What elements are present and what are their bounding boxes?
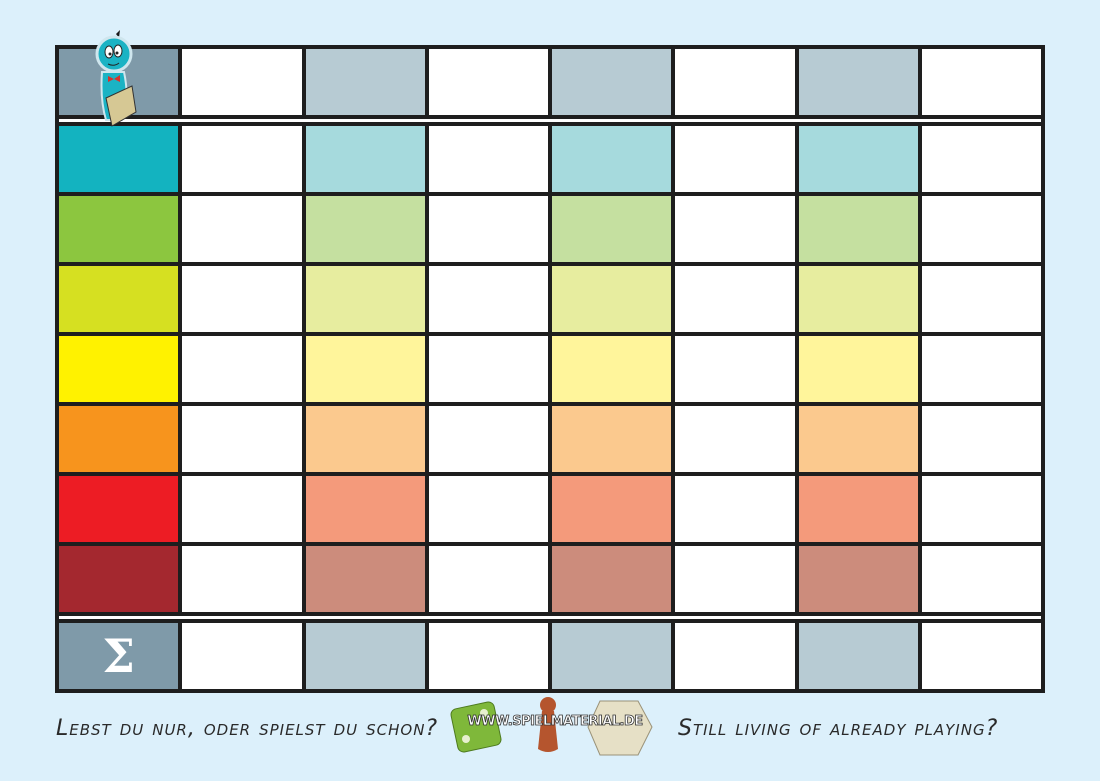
score-cell-teal[interactable] bbox=[305, 126, 425, 192]
total-cell[interactable] bbox=[921, 623, 1041, 689]
score-cell-lime[interactable] bbox=[182, 266, 302, 332]
score-grid: Σ bbox=[55, 45, 1045, 693]
score-cell-lime[interactable] bbox=[428, 266, 548, 332]
total-cell[interactable] bbox=[552, 623, 672, 689]
color-label-red bbox=[59, 476, 179, 542]
color-label-dark-red bbox=[59, 546, 179, 612]
score-cell-dark-red[interactable] bbox=[798, 546, 918, 612]
score-cell-dark-red[interactable] bbox=[921, 546, 1041, 612]
score-cell-red[interactable] bbox=[675, 476, 795, 542]
score-cell-yellow[interactable] bbox=[921, 336, 1041, 402]
score-cell-red[interactable] bbox=[428, 476, 548, 542]
player-name-cell[interactable] bbox=[552, 49, 672, 115]
footer-slogan-german: Lebst du nur, oder spielst du schon? bbox=[56, 716, 439, 741]
score-cell-yellow[interactable] bbox=[428, 336, 548, 402]
score-cell-red[interactable] bbox=[552, 476, 672, 542]
score-cell-yellow[interactable] bbox=[552, 336, 672, 402]
player-name-cell[interactable] bbox=[675, 49, 795, 115]
player-name-cell[interactable] bbox=[428, 49, 548, 115]
score-cell-orange[interactable] bbox=[428, 406, 548, 472]
score-cell-lime[interactable] bbox=[921, 266, 1041, 332]
mascot-icon bbox=[95, 30, 137, 127]
divider-line bbox=[59, 119, 1041, 122]
score-cell-green[interactable] bbox=[305, 196, 425, 262]
total-cell[interactable] bbox=[182, 623, 302, 689]
score-cell-orange[interactable] bbox=[798, 406, 918, 472]
total-cell[interactable] bbox=[675, 623, 795, 689]
divider-line bbox=[59, 616, 1041, 619]
score-cell-dark-red[interactable] bbox=[182, 546, 302, 612]
score-cell-teal[interactable] bbox=[428, 126, 548, 192]
score-cell-teal[interactable] bbox=[798, 126, 918, 192]
score-cell-green[interactable] bbox=[921, 196, 1041, 262]
score-cell-green[interactable] bbox=[182, 196, 302, 262]
score-cell-lime[interactable] bbox=[552, 266, 672, 332]
score-cell-red[interactable] bbox=[182, 476, 302, 542]
score-cell-orange[interactable] bbox=[182, 406, 302, 472]
score-cell-yellow[interactable] bbox=[305, 336, 425, 402]
score-cell-yellow[interactable] bbox=[182, 336, 302, 402]
score-cell-green[interactable] bbox=[675, 196, 795, 262]
score-cell-teal[interactable] bbox=[921, 126, 1041, 192]
footer-slogan-english: Still living of already playing? bbox=[678, 716, 999, 741]
score-cell-lime[interactable] bbox=[798, 266, 918, 332]
player-name-cell[interactable] bbox=[798, 49, 918, 115]
color-label-teal bbox=[59, 126, 179, 192]
color-label-green bbox=[59, 196, 179, 262]
score-cell-green[interactable] bbox=[798, 196, 918, 262]
score-cell-yellow[interactable] bbox=[675, 336, 795, 402]
spielmaterial-logo bbox=[450, 697, 653, 756]
score-cell-green[interactable] bbox=[428, 196, 548, 262]
total-cell[interactable] bbox=[305, 623, 425, 689]
color-label-lime bbox=[59, 266, 179, 332]
score-cell-dark-red[interactable] bbox=[552, 546, 672, 612]
score-cell-red[interactable] bbox=[305, 476, 425, 542]
logo-text: WWW.SPIELMATERIAL.DE bbox=[467, 714, 644, 730]
score-cell-lime[interactable] bbox=[305, 266, 425, 332]
score-cell-dark-red[interactable] bbox=[305, 546, 425, 612]
total-cell[interactable] bbox=[798, 623, 918, 689]
score-cell-orange[interactable] bbox=[921, 406, 1041, 472]
score-cell-teal[interactable] bbox=[675, 126, 795, 192]
score-cell-green[interactable] bbox=[552, 196, 672, 262]
sum-label: Σ bbox=[59, 623, 179, 689]
score-cell-lime[interactable] bbox=[675, 266, 795, 332]
score-cell-dark-red[interactable] bbox=[428, 546, 548, 612]
score-cell-red[interactable] bbox=[921, 476, 1041, 542]
player-name-cell[interactable] bbox=[182, 49, 302, 115]
color-label-orange bbox=[59, 406, 179, 472]
score-cell-orange[interactable] bbox=[552, 406, 672, 472]
score-cell-teal[interactable] bbox=[182, 126, 302, 192]
color-label-yellow bbox=[59, 336, 179, 402]
player-name-cell[interactable] bbox=[305, 49, 425, 115]
score-cell-orange[interactable] bbox=[675, 406, 795, 472]
player-name-cell[interactable] bbox=[921, 49, 1041, 115]
score-cell-orange[interactable] bbox=[305, 406, 425, 472]
score-cell-teal[interactable] bbox=[552, 126, 672, 192]
score-cell-yellow[interactable] bbox=[798, 336, 918, 402]
score-cell-dark-red[interactable] bbox=[675, 546, 795, 612]
total-cell[interactable] bbox=[428, 623, 548, 689]
score-cell-red[interactable] bbox=[798, 476, 918, 542]
